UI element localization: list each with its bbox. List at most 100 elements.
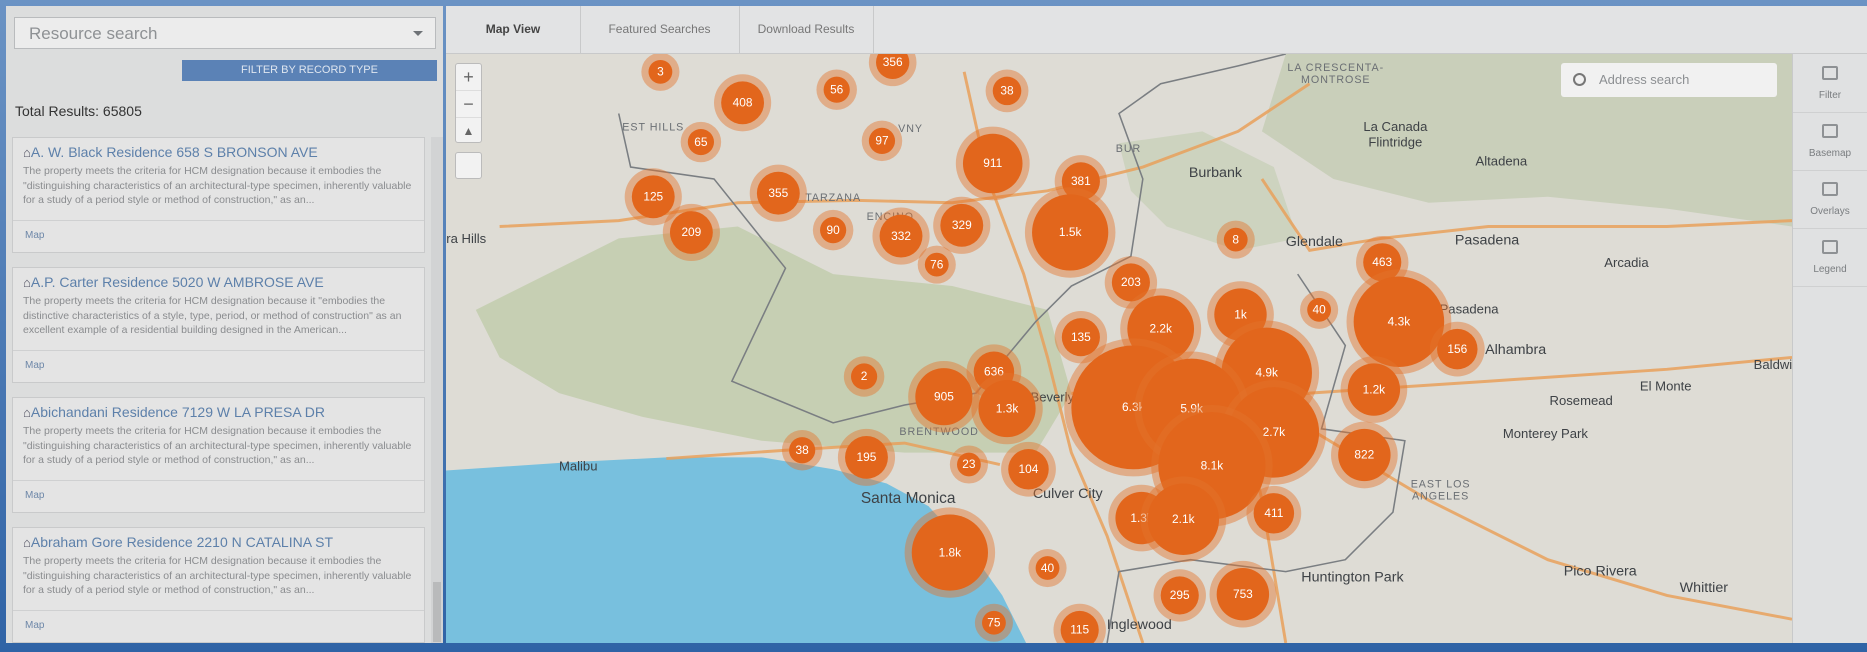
cluster[interactable]: 2 (843, 356, 885, 397)
cluster[interactable]: 4.3k (1346, 269, 1452, 375)
cluster[interactable]: 408 (714, 74, 772, 132)
cluster[interactable]: 753 (1209, 560, 1277, 628)
cluster[interactable]: 356 (868, 54, 917, 87)
cluster[interactable]: 156 (1429, 321, 1485, 377)
cluster[interactable]: 2.2k (1120, 288, 1202, 370)
cluster[interactable]: 1.5k (1024, 187, 1116, 278)
cluster[interactable]: 5.9k (1134, 351, 1249, 466)
cluster[interactable]: 3 (641, 54, 680, 91)
cluster[interactable]: 411 (1246, 485, 1302, 541)
map-link[interactable]: Map (25, 360, 45, 371)
tab[interactable]: Map View (446, 6, 581, 53)
cluster-count: 1k (1234, 307, 1247, 321)
cluster[interactable]: 381 (1054, 155, 1108, 208)
place-label: ANGELES (1412, 490, 1469, 502)
resource-search[interactable]: Resource search (14, 17, 436, 49)
toolbar-button[interactable]: Overlays (1793, 170, 1867, 229)
place-label: EST HILLS (622, 122, 684, 134)
cluster[interactable]: 195 (837, 428, 896, 486)
result-title[interactable]: Abraham Gore Residence 2210 N CATALINA S… (23, 534, 333, 550)
cluster[interactable]: 911 (955, 126, 1030, 201)
cluster[interactable]: 115 (1053, 603, 1106, 643)
cluster[interactable]: 56 (816, 69, 857, 110)
cluster[interactable]: 355 (749, 164, 807, 222)
cluster[interactable]: 76 (917, 245, 956, 284)
map-link[interactable]: Map (25, 230, 45, 241)
cluster[interactable]: 822 (1331, 421, 1398, 489)
toolbar-button[interactable]: Basemap (1793, 112, 1867, 171)
cluster[interactable]: 65 (680, 121, 722, 163)
zoom-out[interactable]: − (456, 91, 481, 118)
cluster[interactable]: 295 (1153, 569, 1206, 622)
cluster[interactable]: 329 (933, 196, 991, 254)
cluster-count: 97 (875, 134, 889, 148)
cluster[interactable]: 203 (1104, 256, 1158, 309)
locate[interactable]: ▲ (462, 124, 475, 138)
cluster[interactable]: 75 (974, 603, 1013, 642)
cluster-count: 8 (1232, 232, 1239, 246)
toolbar-button[interactable]: Legend (1793, 228, 1867, 287)
result-title[interactable]: A.P. Carter Residence 5020 W AMBROSE AVE (23, 274, 324, 290)
map[interactable]: Burbank Glendale Pasadena Altadena La Canada… (446, 54, 1792, 643)
cluster[interactable]: 209 (662, 203, 720, 262)
cluster[interactable]: 135 (1054, 311, 1108, 364)
cluster[interactable]: 40 (1300, 290, 1339, 329)
scrollbar[interactable] (431, 137, 443, 643)
map-link[interactable]: Map (25, 490, 45, 501)
cluster[interactable]: 97 (861, 120, 903, 162)
cluster[interactable]: 23 (949, 445, 988, 484)
cluster[interactable]: 40 (1028, 548, 1067, 588)
cluster[interactable]: 463 (1356, 236, 1409, 289)
cluster-dot (982, 610, 1006, 635)
cluster[interactable]: 1.8k (904, 507, 996, 598)
cluster-count: 905 (934, 389, 954, 403)
fullscreen[interactable] (455, 152, 482, 179)
tab[interactable]: Download Results (739, 6, 874, 53)
address-search[interactable]: Address search (1561, 63, 1777, 97)
separator (13, 350, 424, 351)
cluster[interactable]: 2.1k (1140, 476, 1227, 563)
zoom-control[interactable]: + − ▲ (455, 63, 482, 143)
cluster-count: 408 (733, 96, 753, 110)
cluster[interactable]: 125 (624, 168, 682, 226)
cluster-count: 115 (1070, 623, 1089, 637)
place-label: Culver City (1033, 486, 1104, 502)
map-link[interactable]: Map (25, 620, 45, 631)
result-title[interactable]: A. W. Black Residence 658 S BRONSON AVE (23, 144, 318, 160)
cluster-count: 753 (1233, 587, 1253, 601)
cluster[interactable]: 104 (1001, 441, 1056, 497)
cluster-count: 40 (1312, 303, 1326, 317)
cluster[interactable]: 8 (1216, 220, 1255, 259)
result-title[interactable]: Abichandani Residence 7129 W LA PRESA DR (23, 404, 325, 420)
cluster[interactable]: 38 (985, 69, 1029, 113)
cluster-dot (1437, 328, 1478, 370)
tab[interactable]: Featured Searches (580, 6, 740, 53)
zoom-in[interactable]: + (456, 64, 481, 91)
place-label: MONTROSE (1301, 74, 1371, 86)
cluster[interactable]: 38 (781, 430, 823, 471)
toolbar-label: Overlays (1810, 206, 1850, 217)
cluster-count: 104 (1019, 462, 1039, 476)
result-card: A. W. Black Residence 658 S BRONSON AVE T… (12, 137, 425, 253)
cluster[interactable]: 1.3k (971, 372, 1043, 445)
cluster[interactable]: 905 (908, 360, 980, 433)
place-label: TARZANA (805, 192, 861, 204)
cluster-dot (1060, 610, 1099, 643)
cluster[interactable]: 90 (812, 209, 854, 251)
cluster-count: 156 (1447, 342, 1467, 356)
result-description: The property meets the criteria for HCM … (23, 425, 412, 466)
place-label: Burbank (1189, 165, 1243, 181)
cluster-count: 1.8k (939, 545, 962, 559)
scroll-thumb[interactable] (433, 582, 441, 642)
cluster[interactable]: 1.2k (1340, 356, 1408, 423)
cluster-count: 23 (962, 457, 976, 471)
result-card: A.P. Carter Residence 5020 W AMBROSE AVE… (12, 267, 425, 383)
cluster-count: 40 (1041, 561, 1055, 575)
place-label: BUR (1116, 143, 1141, 155)
cluster[interactable]: 332 (872, 207, 930, 265)
cluster-dot (924, 252, 949, 277)
cluster-count: 2 (861, 369, 868, 383)
filter-button[interactable]: FILTER BY RECORD TYPE (182, 60, 437, 81)
place-label: Pico Rivera (1564, 563, 1637, 579)
toolbar-button[interactable]: Filter (1793, 54, 1867, 113)
